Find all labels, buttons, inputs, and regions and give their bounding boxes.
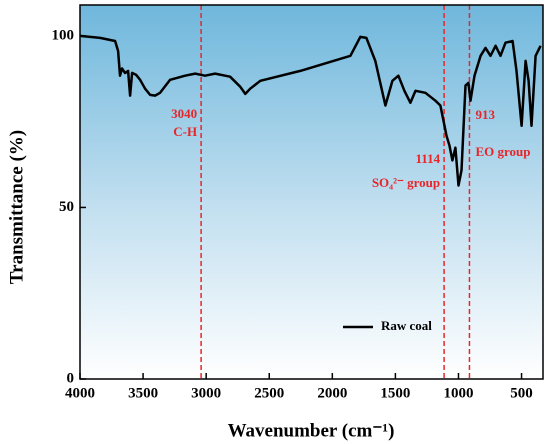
data-line — [80, 34, 542, 187]
x-tick-label: 3000 — [191, 385, 221, 401]
x-tick-label: 500 — [510, 385, 533, 401]
x-axis-label: Wavenumber (cm⁻¹) — [228, 420, 395, 441]
y-tick-label: 0 — [67, 370, 75, 386]
y-axis-label: Transmittance (%) — [6, 130, 27, 284]
x-tick-label: 2000 — [317, 385, 347, 401]
x-tick-label: 1500 — [380, 385, 410, 401]
annotation-text: 3040 — [171, 106, 197, 121]
legend-label: Raw coal — [381, 318, 432, 333]
x-tick-label: 3500 — [128, 385, 158, 401]
annotation-text: C-H — [173, 124, 197, 139]
y-tick-label: 100 — [52, 27, 75, 43]
x-tick-label: 2500 — [254, 385, 284, 401]
plot-area — [80, 5, 542, 379]
annotation-text: 1114 — [416, 151, 441, 166]
x-tick-label: 1000 — [443, 385, 473, 401]
plot-frame — [79, 4, 544, 380]
x-tick-label: 4000 — [65, 385, 95, 401]
plot-background — [80, 5, 543, 379]
y-tick-label: 50 — [59, 199, 74, 215]
annotation-text: 913 — [475, 107, 495, 122]
annotation-text: EO group — [475, 144, 530, 159]
annotation-text: SO₄²⁻ group — [372, 175, 440, 190]
